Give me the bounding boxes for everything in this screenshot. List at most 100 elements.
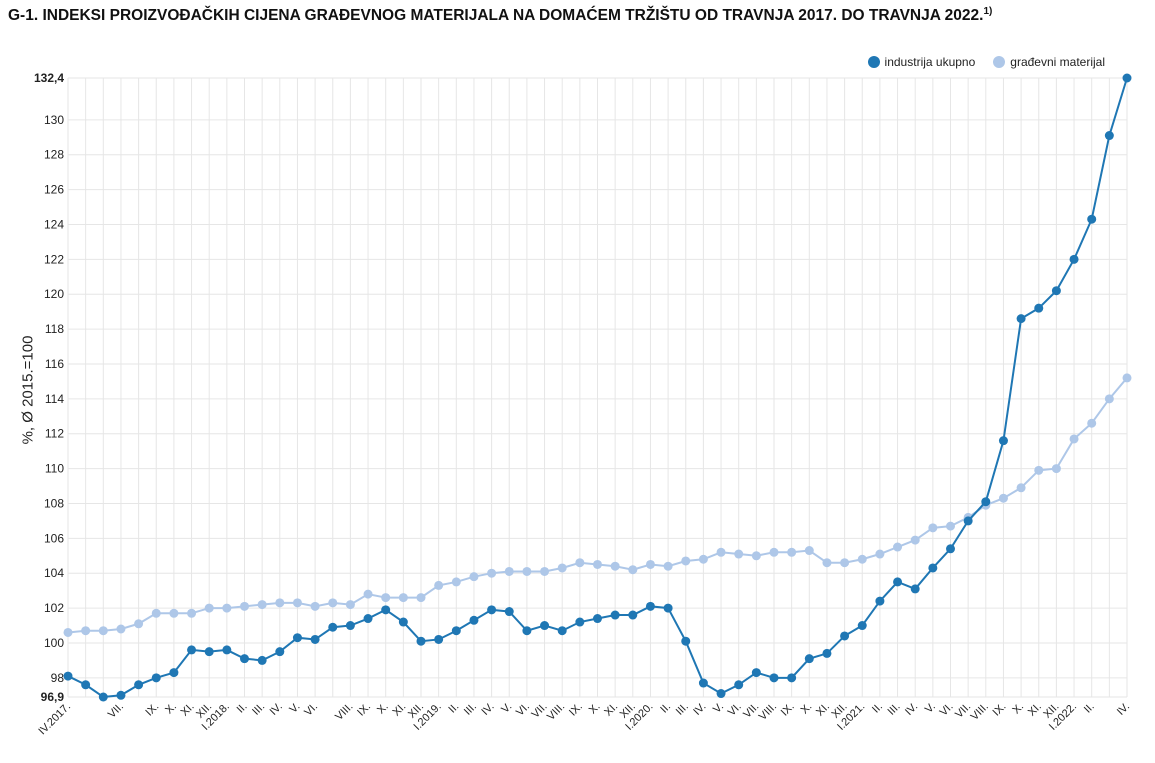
- data-point[interactable]: [434, 580, 444, 590]
- data-point[interactable]: [1069, 254, 1079, 264]
- data-point[interactable]: [946, 521, 955, 531]
- data-point[interactable]: [804, 546, 814, 556]
- data-point[interactable]: [1051, 286, 1061, 296]
- data-point[interactable]: [769, 547, 779, 557]
- data-point[interactable]: [98, 626, 108, 636]
- data-point[interactable]: [875, 596, 885, 606]
- data-point[interactable]: [610, 610, 620, 620]
- data-point[interactable]: [963, 516, 973, 526]
- data-point[interactable]: [345, 621, 355, 631]
- data-point[interactable]: [222, 645, 232, 655]
- data-point[interactable]: [310, 601, 320, 611]
- data-point[interactable]: [751, 668, 761, 678]
- data-point[interactable]: [910, 584, 920, 594]
- data-point[interactable]: [381, 605, 391, 615]
- data-point[interactable]: [822, 558, 832, 568]
- data-point[interactable]: [116, 624, 126, 634]
- data-point[interactable]: [310, 634, 320, 644]
- data-point[interactable]: [98, 692, 108, 702]
- data-point[interactable]: [504, 607, 514, 617]
- data-point[interactable]: [451, 626, 461, 636]
- data-point[interactable]: [469, 572, 479, 582]
- data-point[interactable]: [363, 614, 373, 624]
- data-point[interactable]: [893, 577, 903, 587]
- data-point[interactable]: [81, 626, 91, 636]
- data-point[interactable]: [1122, 373, 1132, 383]
- data-point[interactable]: [804, 654, 814, 664]
- data-point[interactable]: [328, 598, 338, 608]
- data-point[interactable]: [981, 497, 991, 507]
- data-point[interactable]: [151, 608, 161, 618]
- data-point[interactable]: [840, 631, 850, 641]
- data-point[interactable]: [857, 554, 867, 564]
- data-point[interactable]: [751, 551, 761, 561]
- data-point[interactable]: [910, 535, 920, 545]
- data-point[interactable]: [257, 655, 267, 665]
- data-point[interactable]: [151, 673, 161, 683]
- data-point[interactable]: [1104, 394, 1114, 404]
- data-point[interactable]: [663, 603, 673, 613]
- data-point[interactable]: [275, 598, 285, 608]
- data-point[interactable]: [893, 542, 903, 552]
- data-point[interactable]: [398, 617, 408, 627]
- data-point[interactable]: [134, 680, 144, 690]
- data-point[interactable]: [434, 634, 444, 644]
- data-point[interactable]: [928, 523, 938, 533]
- data-point[interactable]: [257, 600, 267, 610]
- data-point[interactable]: [1087, 418, 1097, 428]
- data-point[interactable]: [328, 622, 338, 632]
- data-point[interactable]: [134, 619, 144, 629]
- data-point[interactable]: [645, 601, 655, 611]
- data-point[interactable]: [275, 647, 285, 657]
- legend-item[interactable]: građevni materijal: [993, 55, 1105, 69]
- data-point[interactable]: [540, 621, 550, 631]
- data-point[interactable]: [645, 559, 655, 569]
- data-point[interactable]: [698, 678, 708, 688]
- data-point[interactable]: [451, 577, 461, 587]
- data-point[interactable]: [398, 593, 408, 603]
- data-point[interactable]: [487, 568, 497, 578]
- data-point[interactable]: [63, 671, 73, 681]
- data-point[interactable]: [946, 544, 955, 554]
- data-point[interactable]: [1069, 434, 1079, 444]
- data-point[interactable]: [487, 605, 497, 615]
- data-point[interactable]: [416, 636, 426, 646]
- data-point[interactable]: [998, 436, 1008, 446]
- data-point[interactable]: [204, 603, 214, 613]
- data-point[interactable]: [63, 627, 73, 637]
- data-point[interactable]: [787, 673, 797, 683]
- data-point[interactable]: [1104, 131, 1114, 141]
- data-point[interactable]: [222, 603, 232, 613]
- data-point[interactable]: [1016, 314, 1026, 324]
- data-point[interactable]: [1051, 464, 1061, 474]
- data-point[interactable]: [240, 601, 249, 611]
- data-point[interactable]: [928, 563, 938, 573]
- data-point[interactable]: [169, 668, 179, 678]
- data-point[interactable]: [1034, 303, 1044, 313]
- data-point[interactable]: [628, 610, 638, 620]
- data-point[interactable]: [469, 615, 479, 625]
- data-point[interactable]: [734, 549, 744, 559]
- data-point[interactable]: [716, 547, 726, 557]
- data-point[interactable]: [681, 556, 691, 566]
- legend-item[interactable]: industrija ukupno: [867, 55, 975, 69]
- data-point[interactable]: [1016, 483, 1026, 493]
- data-point[interactable]: [663, 561, 673, 571]
- data-point[interactable]: [557, 563, 567, 573]
- data-point[interactable]: [504, 566, 514, 576]
- data-point[interactable]: [557, 626, 567, 636]
- data-point[interactable]: [81, 680, 91, 690]
- data-point[interactable]: [787, 547, 797, 557]
- data-point[interactable]: [522, 626, 532, 636]
- data-point[interactable]: [540, 566, 550, 576]
- data-point[interactable]: [593, 614, 602, 624]
- data-point[interactable]: [875, 549, 885, 559]
- data-point[interactable]: [292, 633, 302, 643]
- data-point[interactable]: [1087, 214, 1097, 224]
- data-point[interactable]: [1034, 465, 1044, 475]
- data-point[interactable]: [698, 554, 708, 564]
- data-point[interactable]: [345, 600, 355, 610]
- data-point[interactable]: [575, 558, 585, 568]
- data-point[interactable]: [734, 680, 744, 690]
- data-point[interactable]: [681, 636, 691, 646]
